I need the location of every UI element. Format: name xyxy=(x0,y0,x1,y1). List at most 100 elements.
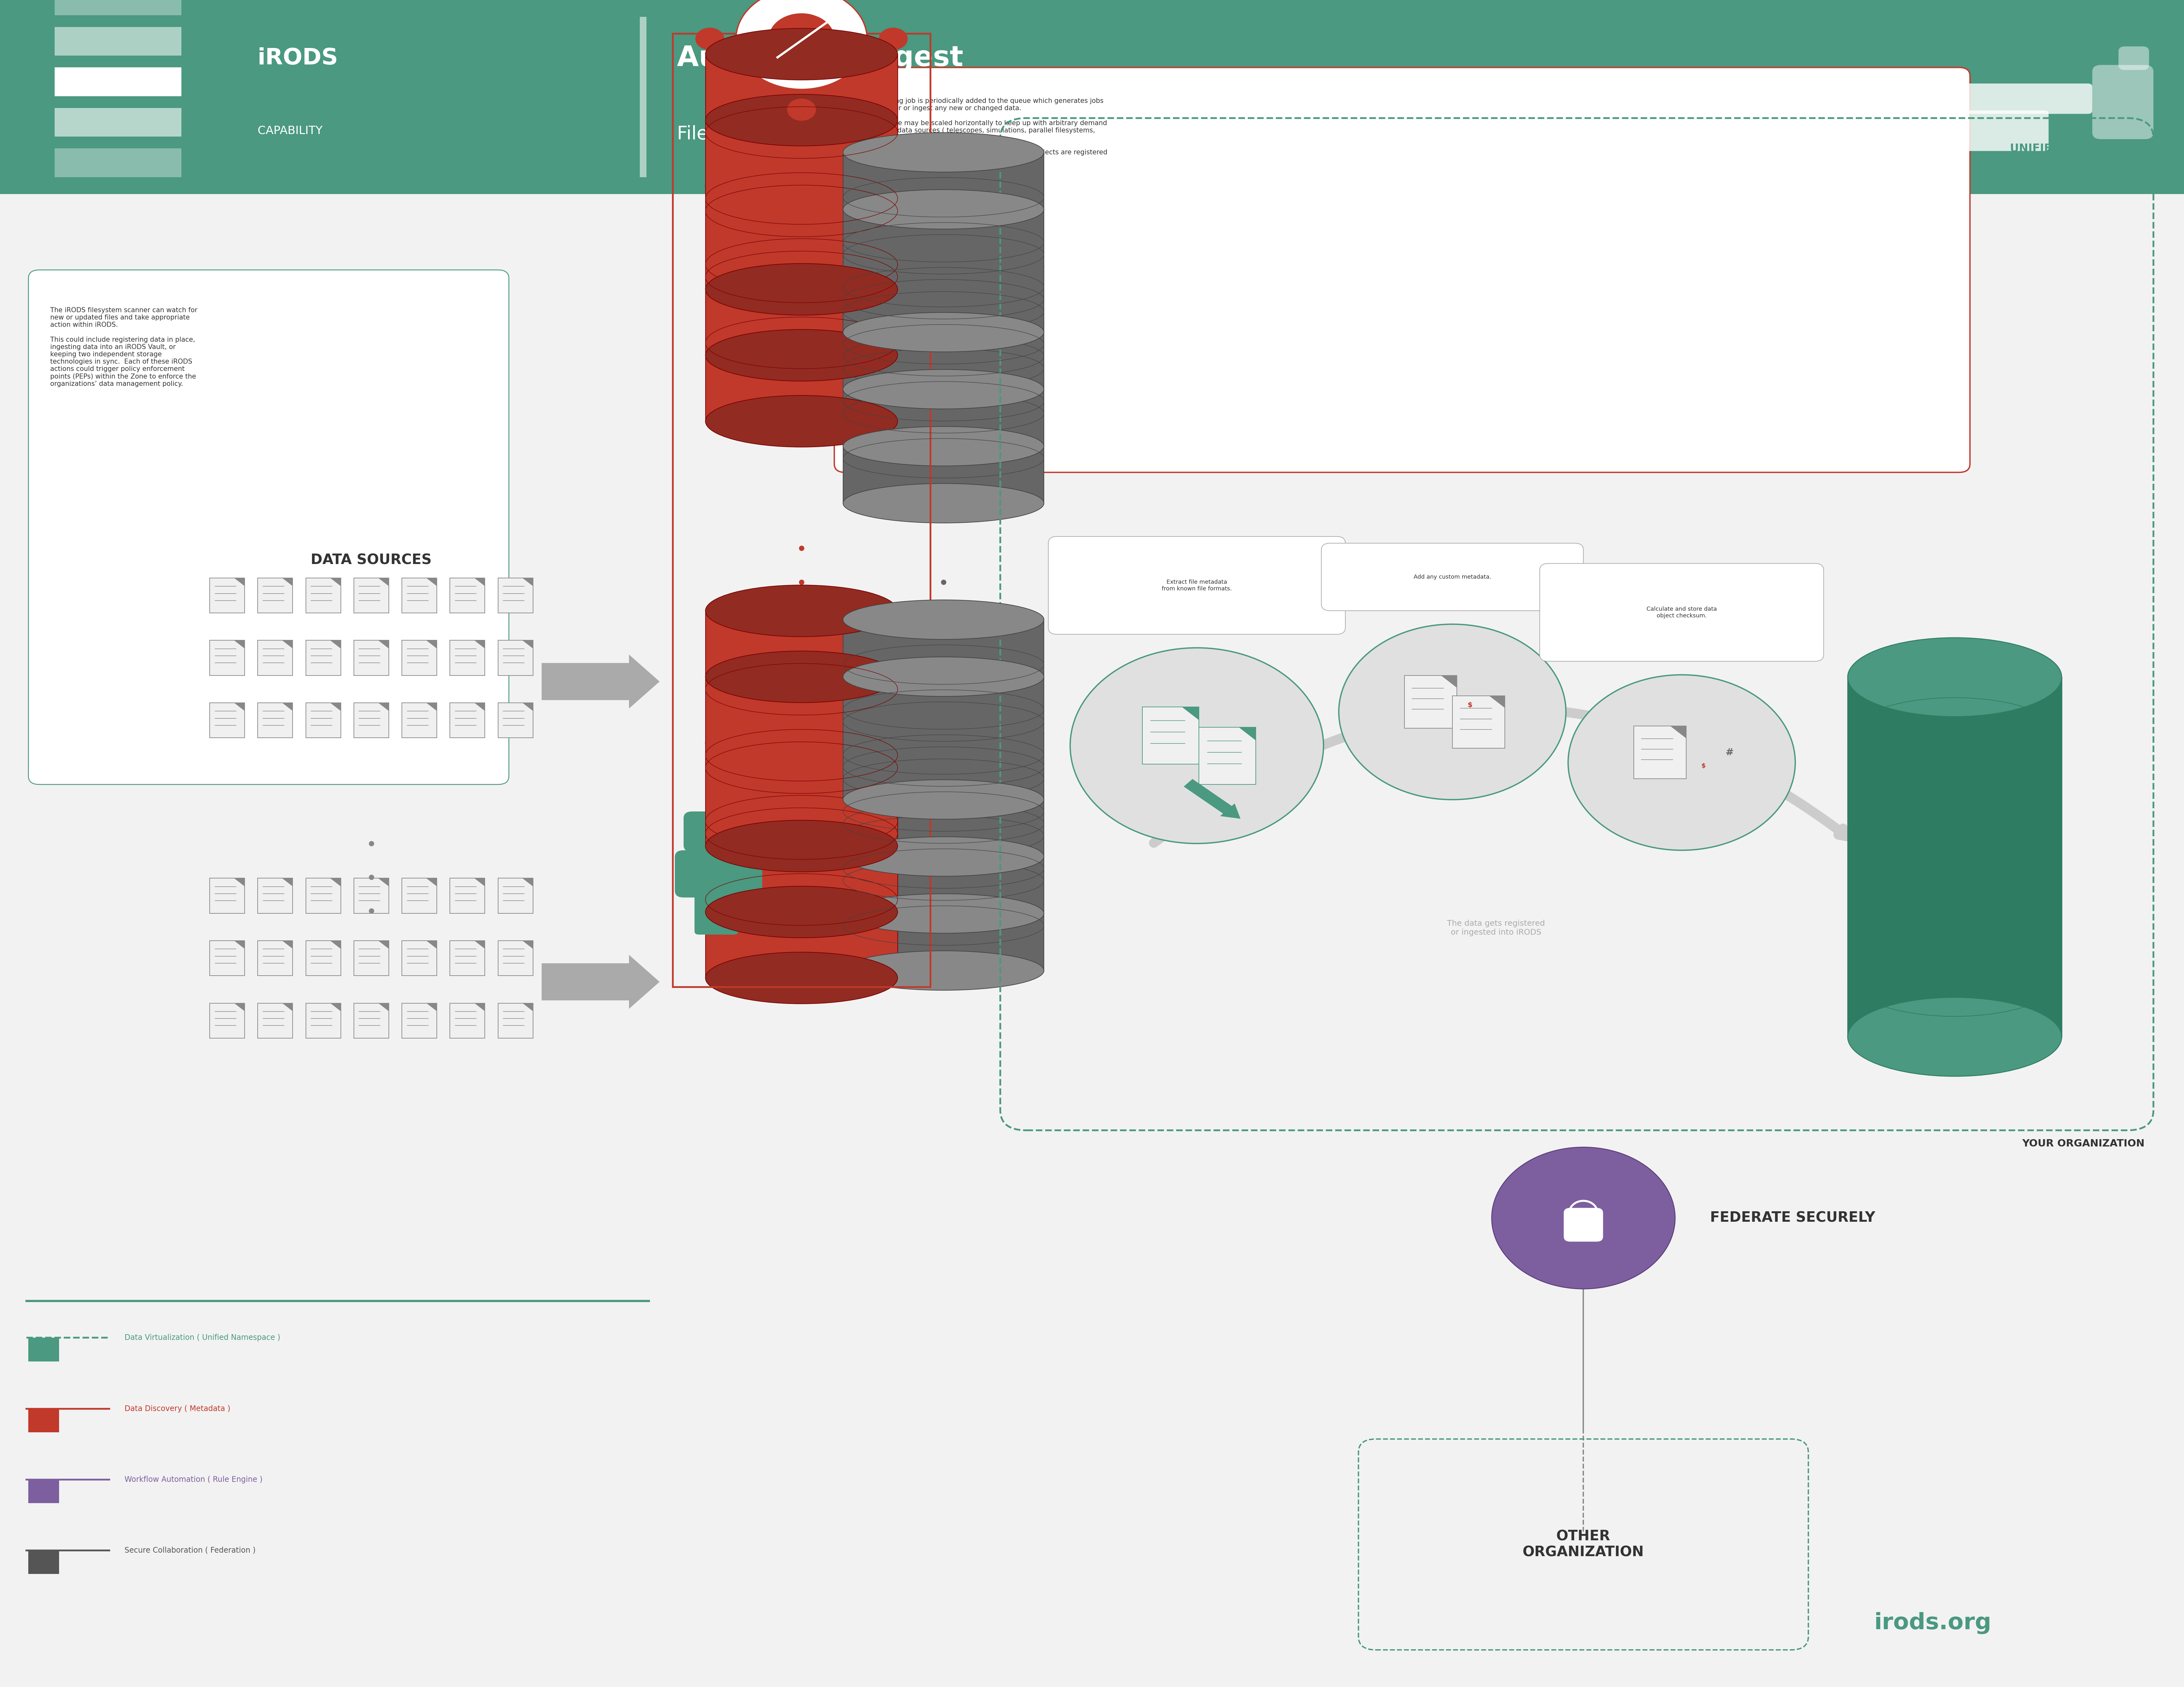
FancyBboxPatch shape xyxy=(1199,727,1256,784)
Polygon shape xyxy=(330,703,341,710)
Ellipse shape xyxy=(705,329,898,381)
FancyBboxPatch shape xyxy=(1321,543,1583,611)
Polygon shape xyxy=(378,703,389,710)
Circle shape xyxy=(736,0,867,89)
Bar xyxy=(705,742,898,978)
FancyBboxPatch shape xyxy=(402,1004,437,1038)
FancyBboxPatch shape xyxy=(1634,725,1686,779)
FancyBboxPatch shape xyxy=(2118,47,2149,69)
FancyBboxPatch shape xyxy=(354,579,389,612)
FancyBboxPatch shape xyxy=(450,703,485,737)
Polygon shape xyxy=(330,579,341,585)
FancyBboxPatch shape xyxy=(450,1004,485,1038)
Ellipse shape xyxy=(705,395,898,447)
Ellipse shape xyxy=(843,894,1044,933)
Bar xyxy=(705,611,898,847)
Ellipse shape xyxy=(705,717,898,769)
FancyBboxPatch shape xyxy=(498,703,533,737)
Polygon shape xyxy=(1182,707,1199,720)
Polygon shape xyxy=(522,1004,533,1011)
Ellipse shape xyxy=(843,427,1044,466)
FancyBboxPatch shape xyxy=(210,941,245,975)
Polygon shape xyxy=(378,941,389,948)
Text: YOUR ORGANIZATION: YOUR ORGANIZATION xyxy=(2022,1139,2145,1149)
FancyBboxPatch shape xyxy=(306,879,341,913)
Ellipse shape xyxy=(843,312,1044,353)
Text: Calculate and store data
object checksum.: Calculate and store data object checksum… xyxy=(1647,606,1717,619)
Text: A scanning job is periodically added to the queue which generates jobs
to regist: A scanning job is periodically added to … xyxy=(867,98,1107,164)
Bar xyxy=(705,120,898,356)
FancyBboxPatch shape xyxy=(402,579,437,612)
Polygon shape xyxy=(378,879,389,886)
FancyBboxPatch shape xyxy=(354,879,389,913)
FancyBboxPatch shape xyxy=(354,1004,389,1038)
Polygon shape xyxy=(378,1004,389,1011)
Bar xyxy=(28,1409,59,1432)
Circle shape xyxy=(723,78,751,100)
FancyBboxPatch shape xyxy=(450,941,485,975)
FancyArrow shape xyxy=(1184,779,1241,818)
FancyBboxPatch shape xyxy=(210,879,245,913)
FancyBboxPatch shape xyxy=(695,892,738,935)
Polygon shape xyxy=(474,641,485,648)
Polygon shape xyxy=(426,941,437,948)
Circle shape xyxy=(782,817,821,847)
FancyBboxPatch shape xyxy=(1961,83,2092,115)
Text: Data Virtualization ( Unified Namespace ): Data Virtualization ( Unified Namespace … xyxy=(124,1334,280,1341)
Ellipse shape xyxy=(843,779,1044,820)
Ellipse shape xyxy=(843,246,1044,287)
FancyBboxPatch shape xyxy=(306,703,341,737)
Polygon shape xyxy=(234,941,245,948)
Ellipse shape xyxy=(705,886,898,938)
Bar xyxy=(843,791,1044,970)
FancyBboxPatch shape xyxy=(675,850,762,897)
Polygon shape xyxy=(282,703,293,710)
FancyBboxPatch shape xyxy=(258,703,293,737)
Bar xyxy=(55,148,181,177)
Polygon shape xyxy=(474,703,485,710)
Bar xyxy=(0,0,2184,194)
Ellipse shape xyxy=(843,951,1044,990)
FancyBboxPatch shape xyxy=(210,641,245,675)
FancyBboxPatch shape xyxy=(258,641,293,675)
Polygon shape xyxy=(474,1004,485,1011)
Bar xyxy=(843,209,1044,390)
Text: CAPABILITY: CAPABILITY xyxy=(258,125,323,137)
FancyBboxPatch shape xyxy=(402,641,437,675)
Bar xyxy=(55,27,181,56)
FancyBboxPatch shape xyxy=(1452,695,1505,749)
Text: The data gets registered
or ingested into iRODS: The data gets registered or ingested int… xyxy=(1448,919,1544,936)
Text: $: $ xyxy=(1468,702,1472,709)
Bar xyxy=(705,676,898,913)
Polygon shape xyxy=(426,879,437,886)
Polygon shape xyxy=(522,579,533,585)
Text: UNIFIED NAMESPACE: UNIFIED NAMESPACE xyxy=(2009,143,2140,154)
Ellipse shape xyxy=(705,585,898,636)
Polygon shape xyxy=(378,579,389,585)
FancyBboxPatch shape xyxy=(450,579,485,612)
FancyBboxPatch shape xyxy=(28,270,509,784)
Text: #: # xyxy=(1725,747,1734,757)
Polygon shape xyxy=(234,879,245,886)
Bar xyxy=(705,54,898,290)
Text: FEDERATE SECURELY: FEDERATE SECURELY xyxy=(1710,1211,1876,1225)
FancyBboxPatch shape xyxy=(402,941,437,975)
FancyBboxPatch shape xyxy=(210,703,245,737)
Polygon shape xyxy=(282,1004,293,1011)
Circle shape xyxy=(695,27,725,51)
FancyBboxPatch shape xyxy=(498,579,533,612)
Ellipse shape xyxy=(843,837,1044,876)
FancyBboxPatch shape xyxy=(258,579,293,612)
Bar xyxy=(843,267,1044,447)
FancyBboxPatch shape xyxy=(354,703,389,737)
FancyBboxPatch shape xyxy=(258,879,293,913)
Ellipse shape xyxy=(705,263,898,315)
Text: iRODS: iRODS xyxy=(258,47,339,69)
Ellipse shape xyxy=(843,484,1044,523)
Bar xyxy=(55,108,181,137)
FancyBboxPatch shape xyxy=(258,941,293,975)
Polygon shape xyxy=(426,579,437,585)
Polygon shape xyxy=(426,703,437,710)
FancyBboxPatch shape xyxy=(306,579,341,612)
Polygon shape xyxy=(1489,695,1505,709)
